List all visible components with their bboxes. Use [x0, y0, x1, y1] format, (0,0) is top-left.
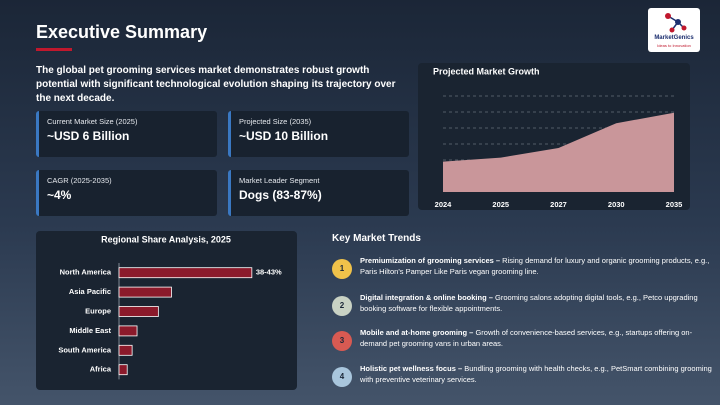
- bar: [118, 267, 253, 279]
- logo-tagline: Ideas to Innovation: [657, 43, 691, 48]
- logo-icon: [665, 13, 687, 33]
- trend-title: Holistic pet wellness focus –: [360, 364, 463, 373]
- y-tick-label: Asia Pacific: [69, 287, 111, 296]
- chart-title: Projected Market Growth: [433, 66, 540, 76]
- title-underline: [36, 48, 72, 51]
- bar: [118, 306, 159, 317]
- bar: [118, 364, 128, 376]
- bar: [118, 325, 138, 337]
- x-tick-label: 2024: [435, 200, 453, 209]
- y-tick-label: North America: [60, 268, 112, 277]
- logo: MarketGenics Ideas to Innovation: [648, 8, 700, 52]
- trend-number: 4: [332, 367, 352, 387]
- trend-title: Digital integration & online booking –: [360, 293, 493, 302]
- stat-card: Projected Size (2035) ~USD 10 Billion: [228, 111, 409, 157]
- card-label: CAGR (2025-2035): [47, 176, 112, 185]
- bar: [118, 286, 172, 298]
- x-tick-label: 2025: [492, 200, 509, 209]
- y-tick-label: Europe: [85, 306, 111, 315]
- trend-body: Grooming salons adopting digital tools, …: [360, 293, 698, 313]
- trend-text: Mobile and at-home grooming – Growth of …: [360, 327, 718, 349]
- trend-number: 2: [332, 296, 352, 316]
- y-tick-label: Africa: [90, 365, 112, 374]
- trend-body: Rising demand for luxury and organic gro…: [360, 256, 710, 276]
- card-value: ~4%: [47, 188, 72, 202]
- trend-body: Bundling grooming with health checks, e.…: [360, 364, 712, 384]
- bar: [118, 344, 133, 356]
- stat-card: CAGR (2025-2035) ~4%: [36, 170, 217, 216]
- trend-text: Holistic pet wellness focus – Bundling g…: [360, 363, 718, 385]
- trends-title: Key Market Trends: [332, 233, 421, 244]
- card-label: Market Leader Segment: [239, 176, 320, 185]
- trend-item: 3 Mobile and at-home grooming – Growth of…: [332, 327, 692, 359]
- trend-number: 3: [332, 331, 352, 351]
- card-value: ~USD 10 Billion: [239, 129, 329, 143]
- card-label: Current Market Size (2025): [47, 117, 138, 126]
- bar-chart: Regional Share Analysis, 2025 North Amer…: [36, 231, 297, 390]
- trend-item: 2 Digital integration & online booking – …: [332, 292, 698, 324]
- chart-title: Regional Share Analysis, 2025: [101, 234, 231, 244]
- stat-card: Market Leader Segment Dogs (83-87%): [228, 170, 409, 216]
- value-label: 38-43%: [256, 268, 282, 277]
- stat-card: Current Market Size (2025) ~USD 6 Billion: [36, 111, 217, 157]
- trend-title: Mobile and at-home grooming –: [360, 328, 474, 337]
- card-value: Dogs (83-87%): [239, 188, 322, 202]
- trend-title: Premiumization of grooming services –: [360, 256, 501, 265]
- trend-item: 4 Holistic pet wellness focus – Bundling …: [332, 363, 712, 395]
- x-tick-label: 2030: [608, 200, 625, 209]
- trend-item: 1 Premiumization of grooming services – R…: [332, 255, 709, 287]
- trend-text: Premiumization of grooming services – Ri…: [360, 255, 718, 277]
- trend-text: Digital integration & online booking – G…: [360, 292, 718, 314]
- trend-number: 1: [332, 259, 352, 279]
- logo-text: MarketGenics: [654, 35, 694, 41]
- card-value: ~USD 6 Billion: [47, 129, 130, 143]
- trend-body: Growth of convenience-based services, e.…: [360, 328, 693, 348]
- area: [443, 112, 674, 192]
- y-tick-label: Middle East: [69, 326, 111, 335]
- area-chart: Projected Market Growth 2024 2025 2027 2030…: [418, 63, 690, 210]
- x-tick-label: 2027: [550, 200, 567, 209]
- slide-title: Executive Summary: [36, 22, 208, 42]
- x-tick-label: 2035: [666, 200, 683, 209]
- y-tick-label: South America: [58, 345, 111, 354]
- intro-text: The global pet grooming services market …: [36, 65, 396, 104]
- card-label: Projected Size (2035): [239, 117, 312, 126]
